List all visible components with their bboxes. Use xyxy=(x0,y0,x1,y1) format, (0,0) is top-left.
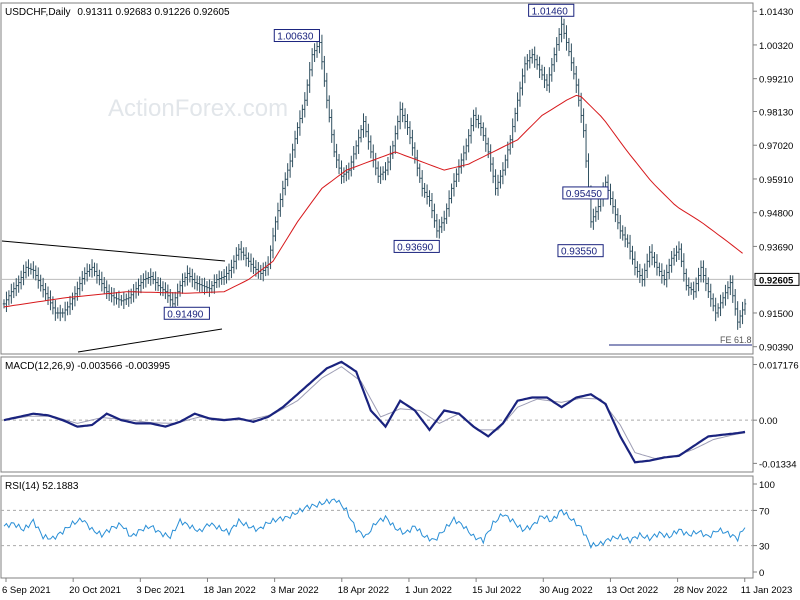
level-label-text: 1.01460 xyxy=(532,6,569,17)
level-label-text: 0.93550 xyxy=(561,247,598,258)
date-tick-label: 3 Mar 2022 xyxy=(271,585,319,596)
level-label: 1.01460 xyxy=(528,3,575,17)
level-label: 0.91490 xyxy=(163,306,210,320)
level-label: 1.00630 xyxy=(273,29,320,43)
price-tick-label: 0.98130 xyxy=(759,107,793,118)
date-tick-label: 11 Jan 2023 xyxy=(741,585,793,596)
sma-line-group xyxy=(3,94,743,308)
date-tick-label: 13 Oct 2022 xyxy=(606,585,658,596)
level-labels: 1.01460 1.00630 0.95450 0.93690 0.93550 0.914… xyxy=(163,3,609,320)
price-tick-label: 0.97020 xyxy=(759,141,793,152)
rsi-tick-label: 100 xyxy=(759,480,775,491)
price-tick-label: 1.01430 xyxy=(759,7,793,18)
ohlc-values: 0.91311 0.92683 0.91226 0.92605 xyxy=(77,7,230,18)
macd-tick-label: 0.00 xyxy=(759,416,778,427)
rsi-line xyxy=(3,498,746,549)
rsi-panel: RSI(14) 52.1883 100 70 30 0 xyxy=(0,475,775,579)
level-label-box xyxy=(557,244,604,258)
price-bars xyxy=(2,16,747,330)
price-tick-label: 0.93690 xyxy=(759,242,793,253)
date-tick-label: 20 Oct 2021 xyxy=(69,585,121,596)
level-label-text: 1.00630 xyxy=(277,32,314,43)
fe-618-label: FE 61.8 xyxy=(720,335,752,345)
date-axis: 6 Sep 2021 20 Oct 2021 3 Dec 2021 18 Jan 20… xyxy=(2,578,792,596)
level-label: 0.93550 xyxy=(557,244,604,258)
rsi-tick-label: 30 xyxy=(759,542,770,553)
date-tick-label: 15 Jul 2022 xyxy=(472,585,521,596)
date-tick-label: 3 Dec 2021 xyxy=(136,585,185,596)
macd-axis: 0.017176 0.00 -0.01334 xyxy=(753,361,799,470)
price-tick-label: 0.95910 xyxy=(759,175,793,186)
level-label-text: 0.95450 xyxy=(566,189,603,200)
price-tick-label: 0.90390 xyxy=(759,343,793,354)
triangle-trendlines: FE 61.8 xyxy=(1,240,752,353)
upper-trendline xyxy=(1,240,226,262)
date-tick-label: 30 Aug 2022 xyxy=(539,585,592,596)
rsi-grid xyxy=(1,509,753,547)
macd-label: MACD(12,26,9) -0.003566 -0.003995 xyxy=(5,361,171,372)
macd-panel: MACD(12,26,9) -0.003566 -0.003995 0.0171… xyxy=(0,356,799,473)
rsi-tick-label: 0 xyxy=(759,568,764,579)
lower-trendline xyxy=(77,328,223,353)
date-tick-label: 28 Nov 2022 xyxy=(674,585,728,596)
price-panel: ActionForex.com USDCHF,Daily 0.91311 0.9… xyxy=(0,2,800,355)
level-label: 0.95450 xyxy=(562,186,609,200)
date-tick-label: 6 Sep 2021 xyxy=(2,585,51,596)
rsi-tick-label: 70 xyxy=(759,506,770,517)
price-tick-label: 1.00320 xyxy=(759,41,793,52)
macd-lines xyxy=(3,360,746,464)
symbol-name: USDCHF,Daily xyxy=(5,7,71,18)
level-label-text: 0.93690 xyxy=(397,242,434,253)
level-label-box xyxy=(163,306,210,320)
price-axis: 1.01430 1.00320 0.99210 0.98130 0.97020 0.959… xyxy=(753,7,800,354)
macd-tick-label: -0.01334 xyxy=(759,459,797,470)
watermark-text: ActionForex.com xyxy=(108,95,288,122)
price-tick-label: 0.91500 xyxy=(759,309,793,320)
level-label-box xyxy=(528,3,575,17)
date-tick-label: 1 Jun 2022 xyxy=(405,585,452,596)
level-label-box xyxy=(562,186,609,200)
macd-tick-label: 0.017176 xyxy=(759,361,799,372)
price-tick-label: 0.92605 xyxy=(759,275,794,286)
sma-line xyxy=(3,94,743,308)
rsi-axis: 100 70 30 0 xyxy=(753,480,775,579)
macd-panel-frame xyxy=(0,356,754,473)
level-label: 0.93690 xyxy=(393,239,440,253)
price-tick-label: 0.99210 xyxy=(759,75,793,86)
level-label-box xyxy=(273,29,320,43)
date-tick-label: 18 Jan 2022 xyxy=(203,585,255,596)
level-label-text: 0.91490 xyxy=(167,309,204,320)
rsi-panel-frame xyxy=(0,475,754,579)
macd-line xyxy=(3,360,746,464)
macd-signal-line xyxy=(3,366,746,459)
date-tick-label: 18 Apr 2022 xyxy=(338,585,389,596)
level-label-box xyxy=(393,239,440,253)
rsi-label: RSI(14) 52.1883 xyxy=(5,481,79,492)
symbol-label: USDCHF,Daily 0.91311 0.92683 0.91226 0.9… xyxy=(5,7,230,18)
price-tick-label: 0.94800 xyxy=(759,209,793,220)
rsi-lines xyxy=(3,498,746,549)
